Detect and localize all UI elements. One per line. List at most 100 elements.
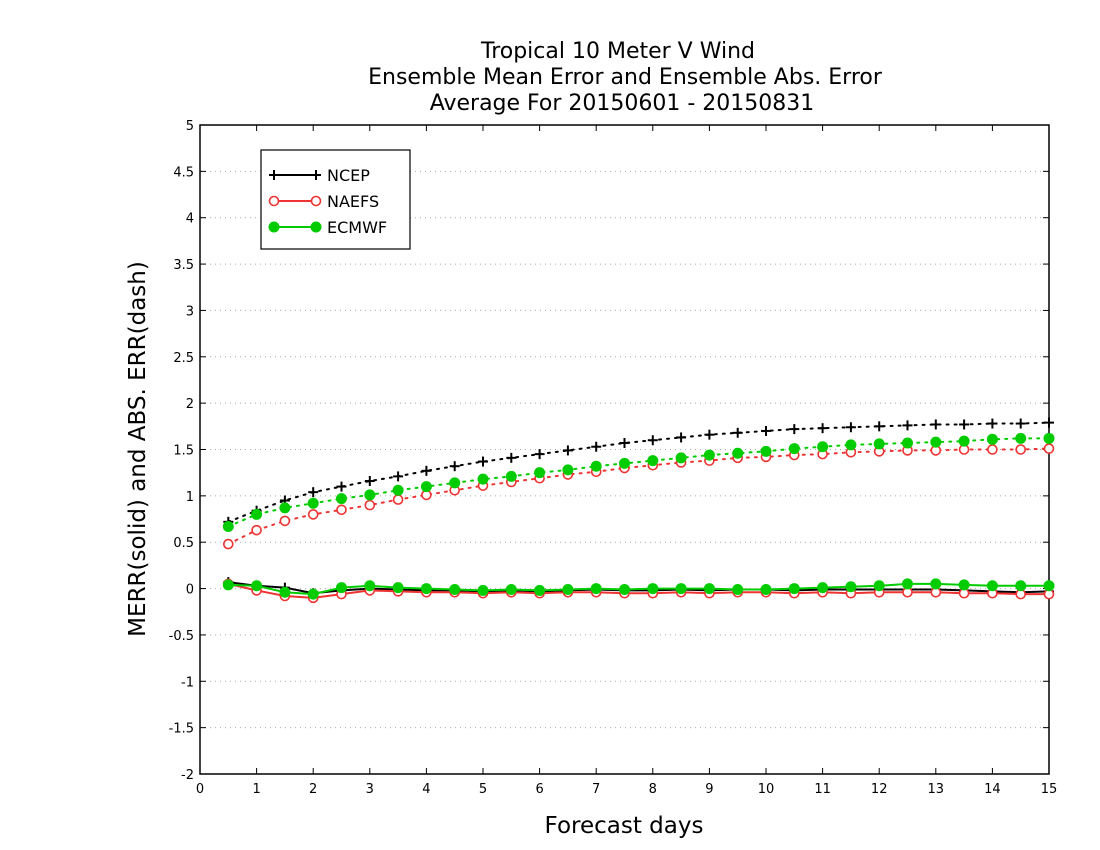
abs-err-point-ncep — [421, 465, 432, 476]
y-tick-label: 1.5 — [173, 444, 194, 459]
abs-err-point-ncep — [987, 418, 998, 429]
title-line-2: Ensemble Mean Error and Ensemble Abs. Er… — [368, 65, 883, 90]
merr-point-ecmwf — [873, 580, 885, 592]
y-tick-label: 0.5 — [173, 536, 194, 551]
merr-point-ecmwf — [845, 581, 857, 593]
abs-err-point-ncep — [562, 445, 573, 456]
legend-label-ecmwf: ECMWF — [327, 218, 387, 237]
merr-point-ecmwf — [590, 583, 602, 595]
legend-marker-ecmwf — [268, 221, 280, 233]
merr-point-ecmwf — [817, 582, 829, 594]
legend: NCEP NAEFS ECMWF — [260, 149, 411, 250]
legend-marker-naefs — [268, 195, 280, 207]
series-ecmwf — [222, 432, 1055, 600]
abs-err-point-ncep — [449, 461, 460, 472]
abs-err-point-ncep — [676, 432, 687, 443]
abs-err-point-ecmwf — [845, 439, 857, 451]
merr-point-ecmwf — [902, 578, 913, 590]
x-tick-label: 4 — [422, 782, 430, 797]
x-tick-label: 14 — [984, 782, 1001, 797]
y-tick-label: 1 — [186, 490, 194, 505]
abs-err-point-ecmwf — [675, 452, 687, 464]
abs-err-point-ecmwf — [477, 473, 489, 485]
y-tick-label: 0 — [186, 583, 194, 598]
legend-marker-ecmwf — [310, 221, 322, 233]
abs-err-point-ecmwf — [590, 460, 602, 472]
abs-err-point-ncep — [732, 427, 743, 438]
legend-marker-ncep — [311, 170, 321, 180]
merr-point-ecmwf — [930, 578, 942, 590]
legend-marker-naefs — [310, 195, 322, 207]
merr-point-ecmwf — [675, 583, 687, 595]
merr-point-ecmwf — [732, 583, 744, 595]
abs-err-point-ecmwf — [392, 484, 404, 496]
y-tick-label: -1 — [181, 675, 194, 690]
legend-label-ncep: NCEP — [327, 166, 370, 185]
merr-point-ecmwf — [647, 583, 659, 595]
abs-err-point-ecmwf — [449, 477, 461, 489]
abs-err-point-ecmwf — [534, 467, 546, 479]
merr-point-ecmwf — [703, 583, 715, 595]
abs-err-point-ecmwf — [307, 497, 319, 509]
series-naefs — [223, 443, 1055, 604]
merr-point-ecmwf — [251, 580, 263, 592]
x-tick-label: 3 — [366, 782, 374, 797]
y-tick-label: -1.5 — [169, 722, 194, 737]
abs-err-point-ncep — [591, 441, 602, 452]
merr-point-ecmwf — [420, 583, 432, 595]
abs-err-point-ecmwf — [902, 437, 913, 449]
abs-err-point-ecmwf — [562, 464, 574, 476]
merr-point-ecmwf — [760, 583, 772, 595]
abs-err-point-naefs — [307, 509, 319, 520]
x-tick-label: 7 — [592, 782, 600, 797]
y-tick-label: 2 — [186, 397, 194, 412]
x-tick-label: 0 — [196, 782, 204, 797]
abs-err-point-ecmwf — [420, 481, 432, 493]
series-ncep — [223, 417, 1054, 599]
abs-err-point-naefs — [336, 504, 347, 516]
chart-title: Tropical 10 Meter V Wind Ensemble Mean E… — [368, 39, 883, 116]
merr-point-ecmwf — [222, 579, 234, 591]
merr-point-ecmwf — [1043, 580, 1055, 592]
y-tick-label: 4 — [186, 212, 194, 227]
abs-err-point-naefs — [1015, 444, 1027, 455]
abs-err-point-ncep — [789, 424, 800, 435]
merr-point-ecmwf — [279, 586, 291, 598]
abs-err-point-ecmwf — [703, 449, 715, 461]
abs-err-point-naefs — [392, 494, 404, 505]
abs-err-point-ecmwf — [505, 470, 517, 482]
abs-err-point-ecmwf — [788, 443, 800, 455]
x-tick-label: 13 — [928, 782, 945, 797]
merr-point-ecmwf — [958, 579, 970, 591]
merr-point-ecmwf — [505, 583, 517, 595]
abs-err-point-ncep — [619, 438, 630, 449]
abs-err-point-ecmwf — [1043, 432, 1055, 444]
abs-err-point-ncep — [506, 452, 517, 463]
abs-err-point-ncep — [393, 471, 404, 482]
y-tick-label: 2.5 — [173, 351, 194, 366]
abs-err-point-ecmwf — [279, 502, 291, 514]
merr-point-ecmwf — [336, 582, 347, 594]
merr-point-ecmwf — [562, 583, 574, 595]
abs-err-point-ecmwf — [732, 447, 744, 459]
x-tick-label: 1 — [252, 782, 260, 797]
abs-err-point-naefs — [1043, 443, 1055, 454]
grid-lines — [200, 170, 1049, 729]
x-tick-label: 5 — [479, 782, 487, 797]
abs-err-point-ecmwf — [958, 435, 970, 447]
abs-err-point-ecmwf — [222, 520, 234, 532]
abs-err-point-ncep — [647, 435, 658, 446]
abs-err-line-ecmwf — [227, 437, 1050, 528]
merr-point-ecmwf — [364, 580, 376, 592]
x-axis-label: Forecast days — [545, 813, 704, 839]
abs-err-point-ncep — [761, 425, 771, 436]
abs-err-point-ecmwf — [817, 441, 829, 453]
abs-err-point-ecmwf — [364, 489, 376, 501]
title-line-1: Tropical 10 Meter V Wind — [480, 39, 755, 64]
x-tick-label: 11 — [814, 782, 831, 797]
abs-err-point-ecmwf — [760, 445, 772, 457]
abs-err-point-ncep — [478, 456, 488, 467]
abs-err-line-ncep — [227, 421, 1050, 523]
abs-err-point-ncep — [902, 420, 913, 431]
abs-err-point-ecmwf — [1015, 432, 1027, 444]
